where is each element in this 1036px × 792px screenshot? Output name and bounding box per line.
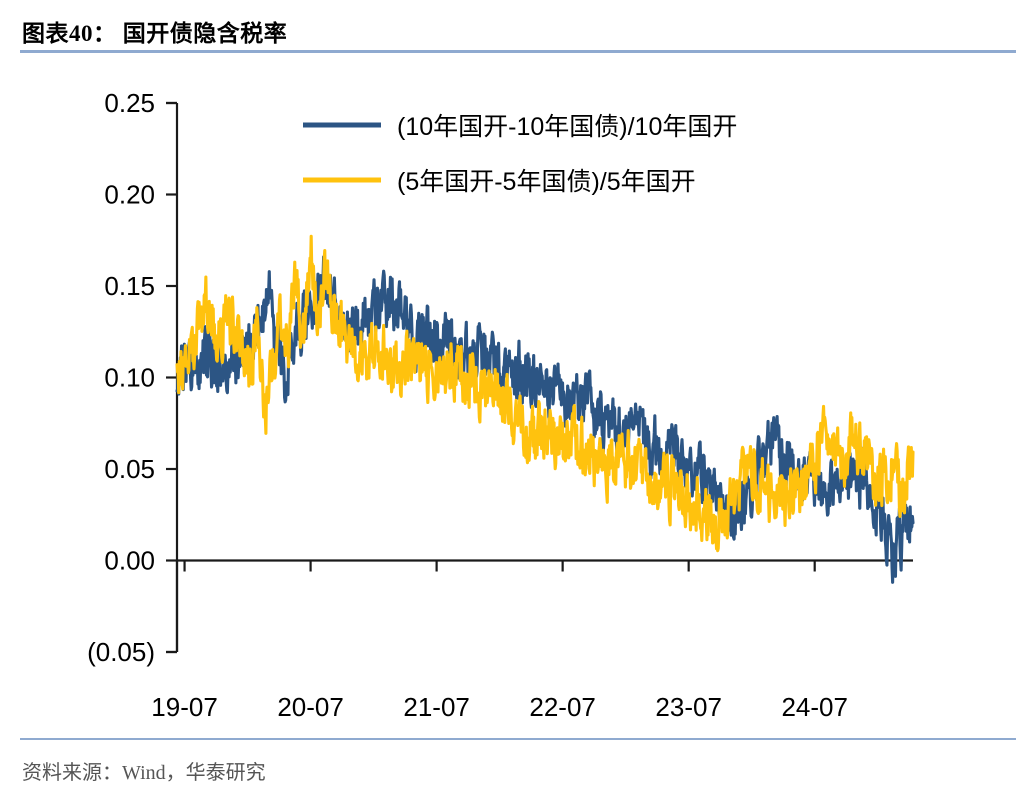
data-series-group [175, 234, 915, 584]
y-tick-label: 0.05 [104, 454, 155, 484]
x-tick-label: 20-07 [277, 692, 344, 722]
footer-divider [20, 738, 1016, 740]
figure-header: 图表40： 国开债隐含税率 [0, 0, 1036, 53]
chart-legend: (10年国开-10年国债)/10年国开 (5年国开-5年国债)/5年国开 [303, 113, 737, 196]
legend-label-10y: (10年国开-10年国债)/10年国开 [397, 113, 737, 141]
y-axis-ticks: 0.25 0.20 0.15 0.10 0.05 0.00 (0.05) [87, 88, 177, 667]
source-note: 资料来源：Wind，华泰研究 [22, 762, 266, 784]
figure-footer: 资料来源：Wind，华泰研究 [0, 738, 1036, 792]
legend-label-5y: (5年国开-5年国债)/5年国开 [397, 168, 696, 196]
y-tick-label: 0.20 [104, 180, 155, 210]
chart-container: 0.25 0.20 0.15 0.10 0.05 0.00 (0.05) 19-07 20-0… [0, 52, 1036, 738]
y-tick-label: 0.10 [104, 363, 155, 393]
x-axis-ticks: 19-07 20-07 21-07 22-07 23-07 24-07 [151, 560, 848, 722]
y-tick-label: 0.15 [104, 271, 155, 301]
x-tick-label: 19-07 [151, 692, 218, 722]
line-chart: 0.25 0.20 0.15 0.10 0.05 0.00 (0.05) 19-07 20-0… [87, 88, 915, 722]
series-line-5y [175, 234, 915, 553]
y-tick-label: 0.25 [104, 88, 155, 118]
x-tick-label: 22-07 [529, 692, 596, 722]
x-tick-label: 23-07 [655, 692, 722, 722]
x-tick-label: 24-07 [781, 692, 848, 722]
x-tick-label: 21-07 [403, 692, 470, 722]
page-title: 图表40： 国开债隐含税率 [22, 21, 288, 46]
header-divider [20, 50, 1016, 53]
y-tick-label: (0.05) [87, 637, 155, 667]
y-tick-label: 0.00 [104, 546, 155, 576]
